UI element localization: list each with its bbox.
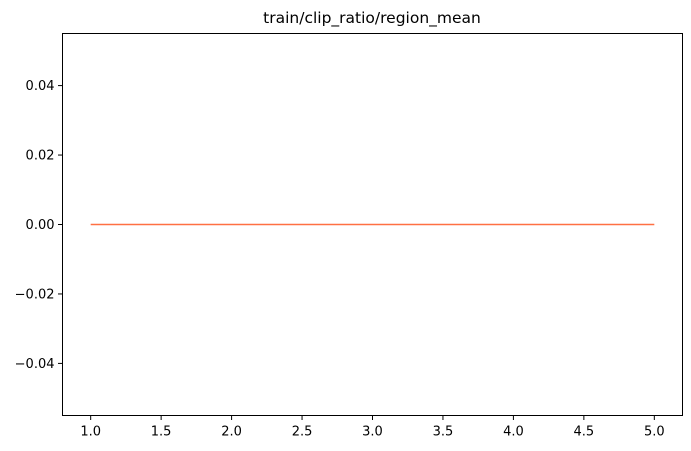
- x-tick-label: 4.5: [574, 425, 595, 440]
- x-axis: 1.0 1.5 2.0 2.5 3.0 3.5 4.0 4.5 5.0: [80, 415, 665, 440]
- x-tick-label: 3.0: [362, 425, 383, 440]
- y-tick-label: 0.04: [26, 79, 55, 94]
- x-tick-label: 1.0: [80, 425, 101, 440]
- y-tick-label: −0.02: [15, 287, 55, 302]
- y-tick-label: −0.04: [15, 357, 55, 372]
- x-tick-label: 4.0: [503, 425, 524, 440]
- plot-frame: [62, 33, 683, 416]
- y-tick-label: 0.00: [26, 218, 55, 233]
- chart-title: train/clip_ratio/region_mean: [263, 9, 481, 28]
- x-tick-label: 1.5: [151, 425, 172, 440]
- x-tick-label: 2.0: [221, 425, 242, 440]
- y-axis: −0.04 −0.02 0.00 0.02 0.04: [15, 79, 63, 372]
- x-tick-label: 5.0: [644, 425, 665, 440]
- x-tick-label: 3.5: [433, 425, 454, 440]
- x-tick-label: 2.5: [292, 425, 313, 440]
- y-tick-label: 0.02: [26, 149, 55, 164]
